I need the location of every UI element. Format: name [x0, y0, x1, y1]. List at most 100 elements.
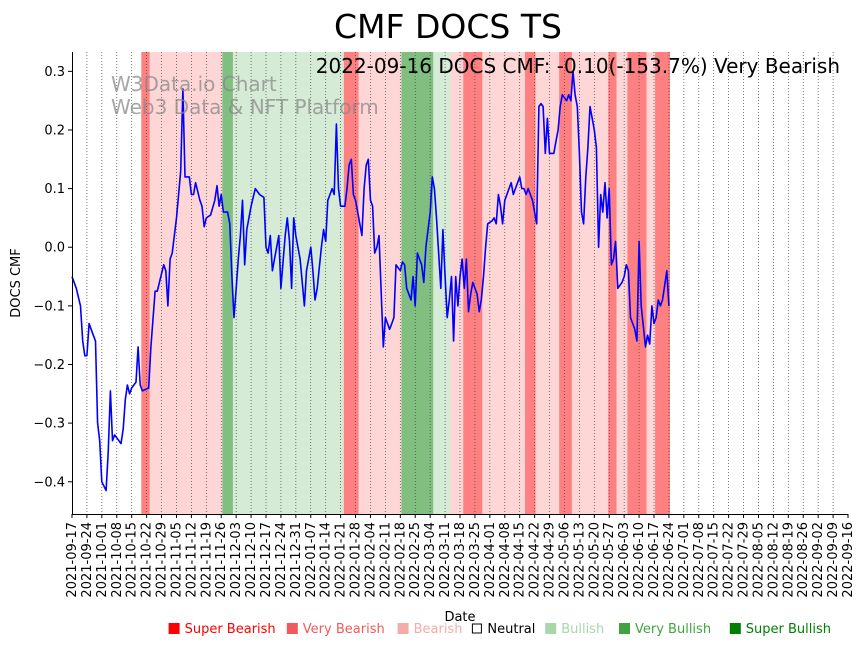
legend-swatch	[729, 623, 741, 634]
legend-label: Very Bearish	[303, 622, 385, 637]
signal-bands	[141, 52, 670, 514]
x-tick-label: 2022-05-13	[572, 522, 587, 598]
legend-label: Bearish	[414, 622, 463, 637]
x-tick-label: 2022-01-21	[334, 522, 349, 598]
x-tick-label: 2022-07-01	[677, 522, 692, 598]
x-tick-label: 2021-11-05	[169, 522, 184, 598]
x-tick-label: 2021-10-01	[95, 522, 110, 598]
x-tick-label: 2022-08-19	[781, 522, 796, 598]
band-very-bearish	[608, 52, 617, 514]
y-tick-label: 0.0	[44, 241, 65, 256]
y-tick-label: −0.2	[33, 358, 65, 373]
x-tick-label: 2021-12-17	[259, 522, 274, 598]
x-tick-label: 2022-05-20	[587, 522, 602, 598]
legend: Super Bearish Very Bearish Bearish Neutral B…	[168, 622, 831, 637]
vertical-gridlines	[86, 52, 834, 514]
x-tick-label: 2022-01-07	[304, 522, 319, 598]
legend-swatch	[397, 623, 409, 634]
band-very-bearish	[559, 52, 572, 514]
legend-swatch	[471, 623, 482, 634]
watermark-line-1: W3Data.io Chart	[111, 72, 277, 96]
x-tick-label: 2021-10-22	[140, 522, 155, 598]
x-tick-label: 2022-02-25	[408, 522, 423, 598]
x-tick-label: 2022-07-15	[707, 522, 722, 598]
x-tick-label: 2021-09-17	[65, 522, 80, 598]
band-bearish	[149, 52, 223, 514]
x-tick-label: 2022-04-22	[528, 522, 543, 598]
x-tick-label: 2021-12-24	[274, 522, 289, 598]
band-bearish	[646, 52, 656, 514]
x-tick-label: 2022-03-11	[438, 522, 453, 598]
x-tick-label: 2022-07-29	[737, 522, 752, 598]
band-bullish	[433, 52, 451, 514]
x-tick-label: 2021-09-24	[80, 522, 95, 598]
x-tick-label: 2022-02-18	[393, 522, 408, 598]
x-tick-label: 2021-11-19	[199, 522, 214, 598]
watermark-line-2: Web3 Data & NFT Platform	[111, 95, 379, 119]
x-tick-label: 2022-07-08	[692, 522, 707, 598]
legend-label: Bullish	[561, 622, 604, 637]
x-tick-label: 2022-03-18	[453, 522, 468, 598]
x-tick-label: 2021-11-12	[184, 522, 199, 598]
x-tick-label: 2022-02-11	[378, 522, 393, 598]
legend-swatch	[545, 623, 557, 634]
series-layer	[71, 70, 670, 492]
x-tick-label: 2021-10-15	[125, 522, 140, 598]
y-tick-label: −0.4	[33, 475, 65, 490]
x-tick-label: 2022-06-03	[617, 522, 632, 598]
band-very-bearish	[141, 52, 150, 514]
x-tick-label: 2022-08-05	[751, 522, 766, 598]
x-tick-label: 2022-02-04	[363, 522, 378, 598]
x-tick-label: 2022-08-12	[766, 522, 781, 598]
x-tick-label: 2022-09-09	[826, 522, 841, 598]
band-bullish	[232, 52, 344, 514]
band-bearish	[535, 52, 560, 514]
x-tick-label: 2022-04-01	[483, 522, 498, 598]
x-tick-label: 2021-11-26	[214, 522, 229, 598]
x-tick-label: 2022-08-26	[796, 522, 811, 598]
x-tick-label: 2022-01-28	[349, 522, 364, 598]
legend-swatch	[168, 623, 180, 634]
legend-label: Neutral	[487, 622, 535, 637]
x-tick-label: 2021-10-29	[155, 522, 170, 598]
band-very-bullish	[222, 52, 233, 514]
x-tick-label: 2021-12-31	[289, 522, 304, 598]
x-tick-label: 2022-06-17	[647, 522, 662, 598]
x-tick-label: 2021-12-03	[229, 522, 244, 598]
legend-label: Very Bullish	[635, 622, 711, 637]
x-tick-label: 2022-05-27	[602, 522, 617, 598]
legend-label: Super Bullish	[746, 622, 831, 637]
y-tick-label: 0.1	[44, 182, 65, 197]
x-tick-label: 2022-05-06	[557, 522, 572, 598]
x-tick-label: 2022-01-14	[319, 522, 334, 598]
legend-swatch	[619, 623, 630, 634]
y-tick-label: −0.1	[33, 299, 65, 314]
x-axis: 2021-09-17 2021-09-24 2021-10-01 2021-10-08…	[65, 514, 856, 598]
x-tick-label: 2022-03-04	[423, 522, 438, 598]
band-very-bearish	[525, 52, 536, 514]
band-bearish	[482, 52, 526, 514]
legend-swatch	[286, 623, 298, 634]
latest-value-annotation: 2022-09-16 DOCS CMF: -0.10(-153.7%) Very…	[316, 54, 840, 78]
y-axis: 0.3 0.2 0.1 0.0 −0.1 −0.2 −0.3 −0.4	[33, 65, 72, 490]
x-tick-label: 2021-10-08	[110, 522, 125, 598]
y-tick-label: −0.3	[33, 417, 65, 432]
band-very-bearish	[343, 52, 359, 514]
x-tick-label: 2022-09-02	[811, 522, 826, 598]
band-very-bearish	[655, 52, 670, 514]
chart-title: CMF DOCS TS	[334, 7, 562, 46]
x-tick-label: 2022-09-16	[841, 522, 856, 598]
x-tick-label: 2022-06-10	[632, 522, 647, 598]
series-line-docs-cmf	[71, 70, 670, 492]
legend-label: Super Bearish	[185, 622, 276, 637]
x-tick-label: 2021-12-10	[244, 522, 259, 598]
x-tick-label: 2022-07-22	[722, 522, 737, 598]
x-tick-label: 2022-03-25	[468, 522, 483, 598]
x-tick-label: 2022-04-15	[513, 522, 528, 598]
y-axis-label: DOCS CMF	[9, 248, 24, 317]
x-tick-label: 2022-06-24	[662, 522, 677, 598]
x-tick-label: 2022-04-08	[498, 522, 513, 598]
y-tick-label: 0.3	[44, 65, 65, 80]
x-axis-label: Date	[444, 610, 475, 625]
